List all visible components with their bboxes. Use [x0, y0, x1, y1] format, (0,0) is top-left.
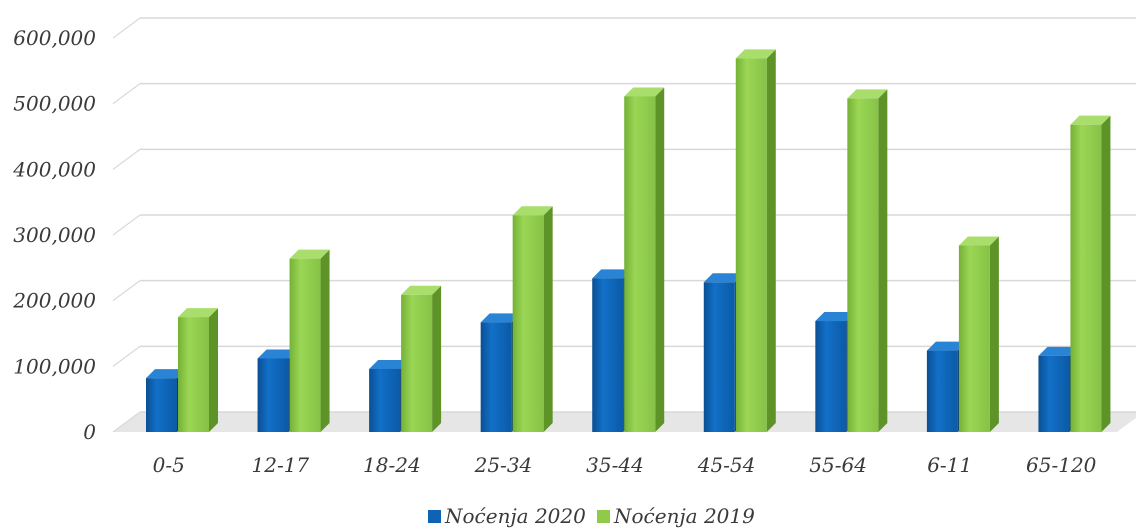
- gridline-depth: [112, 411, 141, 433]
- x-category-label: 25-34: [474, 453, 533, 477]
- bar-top: [703, 273, 744, 283]
- bar-side: [1101, 115, 1111, 433]
- x-category-label: 6-11: [927, 453, 972, 477]
- bar-nocenja-2019: [624, 87, 665, 433]
- bar-front: [847, 98, 879, 432]
- gridline-depth: [112, 148, 141, 170]
- bar-top: [958, 236, 999, 246]
- bar-front: [624, 96, 656, 433]
- bar-front: [703, 282, 735, 432]
- bar-top: [480, 313, 521, 323]
- bar-top: [1070, 115, 1111, 125]
- bar-top: [401, 285, 442, 295]
- bar-nocenja-2019: [735, 49, 776, 433]
- bar-top: [815, 312, 856, 322]
- bar-side: [432, 285, 442, 432]
- gridline-depth: [112, 17, 141, 39]
- legend-label: Noćenja 2019: [613, 504, 755, 528]
- bar-side: [766, 49, 776, 433]
- bar-nocenja-2019: [847, 89, 888, 432]
- bar-front: [512, 215, 544, 432]
- y-tick-label: 400,000: [12, 157, 96, 181]
- bar-front: [480, 322, 512, 432]
- bar-side: [655, 87, 665, 433]
- bar-front: [1070, 124, 1102, 433]
- bar-top: [289, 249, 330, 259]
- x-category-label: 55-64: [809, 453, 867, 477]
- gridline-depth: [112, 83, 141, 105]
- bar-nocenja-2019: [512, 206, 553, 432]
- bar-front: [735, 58, 767, 433]
- y-tick-label: 0: [83, 420, 96, 444]
- bar-top: [369, 359, 410, 369]
- bar-top: [926, 341, 967, 351]
- legend-label: Noćenja 2020: [444, 504, 586, 528]
- bar-top: [146, 369, 186, 379]
- bar-side: [989, 236, 999, 432]
- x-axis-categories: 0-5 12-17 18-24 25-34 35-44 45-54 55-64 6-11 65-…: [153, 453, 1097, 477]
- x-category-label: 65-120: [1026, 453, 1097, 477]
- bar-top: [735, 49, 776, 59]
- bar-side: [320, 249, 330, 432]
- bar-top: [257, 349, 298, 359]
- bar-top: [1038, 346, 1079, 356]
- legend-swatch: [597, 510, 610, 523]
- y-tick-label: 500,000: [13, 92, 96, 116]
- bar-front: [815, 321, 847, 432]
- y-tick-label: 200,000: [12, 289, 96, 313]
- bar-nocenja-2019: [1070, 115, 1111, 433]
- bars: [146, 49, 1111, 433]
- y-tick-label: 600,000: [13, 26, 96, 50]
- bar-side: [209, 308, 218, 432]
- bar-nocenja-2019: [401, 285, 442, 432]
- y-axis-ticks: 0 100,000 200,000 300,000 400,000 500,000 600,…: [12, 26, 96, 444]
- bar-nocenja-2019: [958, 236, 999, 432]
- bar-top: [512, 206, 553, 216]
- bar-front: [401, 294, 433, 432]
- bar-front: [257, 358, 289, 432]
- gridline-depth: [112, 345, 141, 367]
- bar-side: [543, 206, 553, 432]
- bar-front: [1038, 355, 1070, 432]
- bar-front: [926, 350, 958, 432]
- x-category-label: 35-44: [586, 453, 644, 477]
- gridline-depth: [112, 280, 141, 302]
- x-category-label: 45-54: [697, 453, 756, 477]
- legend-swatch: [428, 510, 441, 523]
- bar-top: [847, 89, 888, 99]
- x-category-label: 18-24: [363, 453, 421, 477]
- bar-side: [878, 89, 888, 432]
- bar-nocenja-2019: [289, 249, 330, 432]
- bar-front: [592, 278, 624, 432]
- y-tick-label: 300,000: [13, 223, 96, 247]
- x-category-label: 12-17: [252, 453, 310, 477]
- bar-top: [624, 87, 665, 97]
- bar-front: [289, 258, 321, 432]
- bar-top: [592, 269, 633, 279]
- legend: Noćenja 2020 Noćenja 2019: [428, 504, 755, 528]
- bar-front: [178, 317, 209, 432]
- bar-front: [369, 368, 401, 432]
- gridline-depth: [112, 214, 141, 236]
- y-tick-label: 100,000: [13, 354, 96, 378]
- bar-front: [958, 245, 990, 432]
- x-category-label: 0-5: [153, 453, 185, 477]
- bar-nocenja-2019: [178, 308, 218, 432]
- bar-front: [146, 378, 177, 432]
- bar-top: [178, 308, 218, 318]
